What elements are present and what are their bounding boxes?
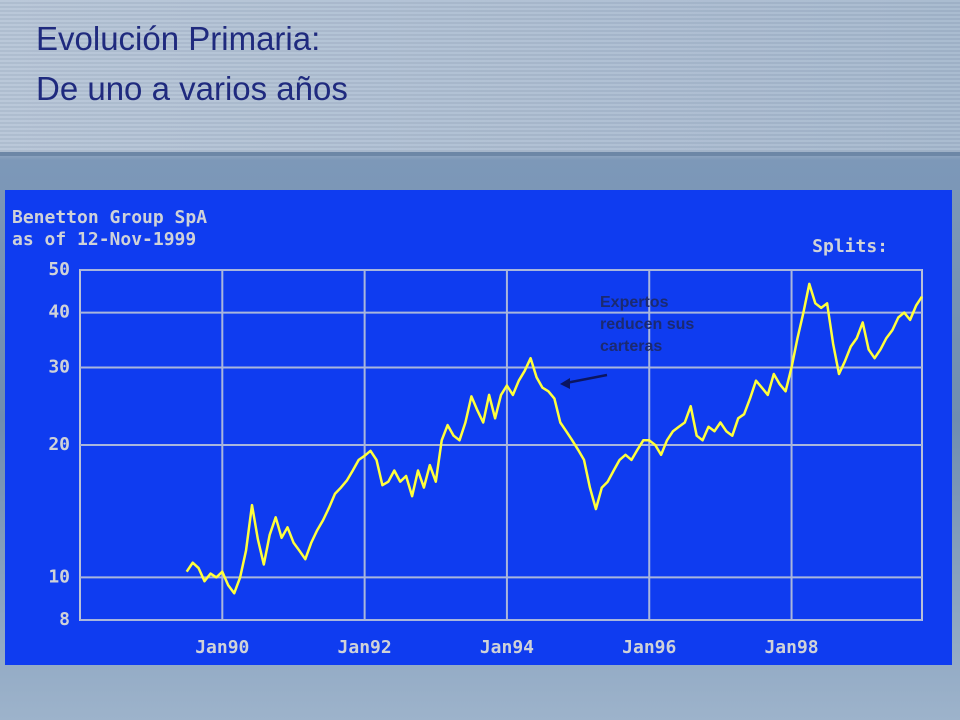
chart-panel	[5, 190, 952, 665]
y-tick-label: 10	[48, 566, 70, 587]
slide-title: De uno a varios años	[36, 70, 348, 107]
chart-subtitle: as of 12-Nov-1999	[12, 229, 196, 250]
price-line	[185, 282, 924, 595]
header-band	[0, 0, 960, 156]
y-tick-label: 30	[48, 357, 70, 378]
y-tick-label: 8	[59, 609, 70, 630]
x-tick-label: Jan90	[195, 637, 249, 658]
x-tick-label: Jan94	[480, 637, 534, 658]
x-tick-label: Jan96	[622, 637, 676, 658]
y-tick-label: 40	[48, 302, 70, 323]
plot: 8 10 20 30 40 50 Jan90 Jan92 Jan94 Jan96 Jan98	[48, 259, 924, 658]
x-tick-label: Jan98	[764, 637, 818, 658]
x-tick-label: Jan92	[338, 637, 392, 658]
annotation-arrow	[565, 373, 608, 385]
slide-title: Evolución Primaria:	[36, 20, 321, 57]
annotation-arrowhead	[560, 378, 570, 389]
annotation: Expertos reducen sus carteras	[600, 294, 695, 355]
y-tick-label: 50	[48, 259, 70, 280]
chart-title: Benetton Group SpA	[12, 207, 207, 228]
splits-label: Splits:	[812, 236, 888, 257]
y-tick-label: 20	[48, 434, 70, 455]
